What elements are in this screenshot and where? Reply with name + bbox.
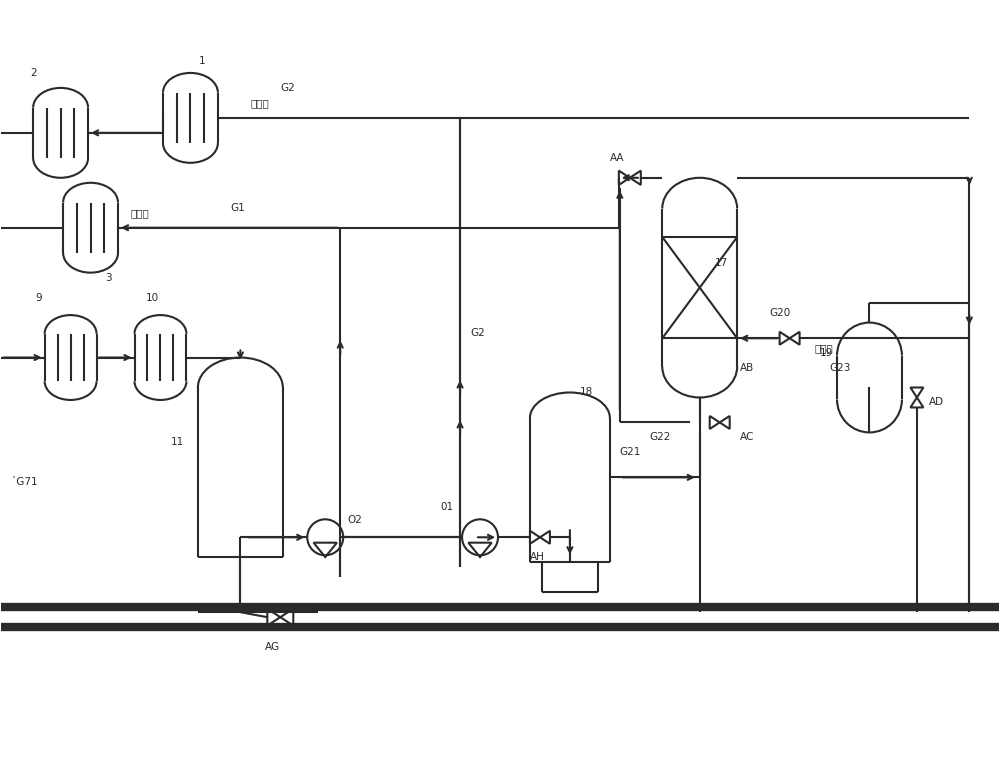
Text: 2: 2 [31, 68, 37, 78]
Text: 18: 18 [580, 388, 593, 398]
Text: AG: AG [265, 642, 280, 652]
Polygon shape [780, 332, 790, 345]
Text: 17: 17 [715, 258, 728, 268]
Text: 氢化液: 氢化液 [131, 208, 149, 218]
Text: G1: G1 [230, 203, 245, 213]
Text: AH: AH [530, 552, 545, 562]
Text: G2: G2 [470, 327, 485, 337]
Polygon shape [619, 171, 630, 185]
Text: 工作液: 工作液 [815, 343, 833, 353]
Text: G20: G20 [770, 308, 791, 318]
Text: AB: AB [740, 363, 754, 373]
Text: O2: O2 [347, 516, 362, 526]
Text: 10: 10 [145, 292, 159, 303]
Text: AD: AD [929, 398, 944, 408]
Polygon shape [910, 388, 923, 398]
Polygon shape [710, 416, 720, 429]
Text: G22: G22 [650, 432, 671, 442]
Text: 19: 19 [820, 347, 833, 357]
Text: 工作液: 工作液 [250, 98, 269, 108]
Text: 1: 1 [198, 56, 205, 66]
Text: 9: 9 [36, 292, 42, 303]
Polygon shape [630, 171, 641, 185]
Text: `G71: `G71 [11, 477, 37, 487]
Text: AC: AC [740, 432, 754, 442]
Text: 11: 11 [170, 438, 184, 448]
Text: G23: G23 [830, 363, 851, 373]
Text: 01: 01 [440, 503, 453, 513]
Text: G2: G2 [280, 83, 295, 93]
Polygon shape [540, 531, 550, 544]
Text: G21: G21 [620, 448, 641, 457]
Polygon shape [720, 416, 730, 429]
Polygon shape [530, 531, 540, 544]
Text: 3: 3 [106, 272, 112, 282]
Polygon shape [910, 398, 923, 408]
Polygon shape [790, 332, 800, 345]
Polygon shape [267, 609, 280, 626]
Polygon shape [280, 609, 293, 626]
Text: AA: AA [610, 153, 624, 163]
